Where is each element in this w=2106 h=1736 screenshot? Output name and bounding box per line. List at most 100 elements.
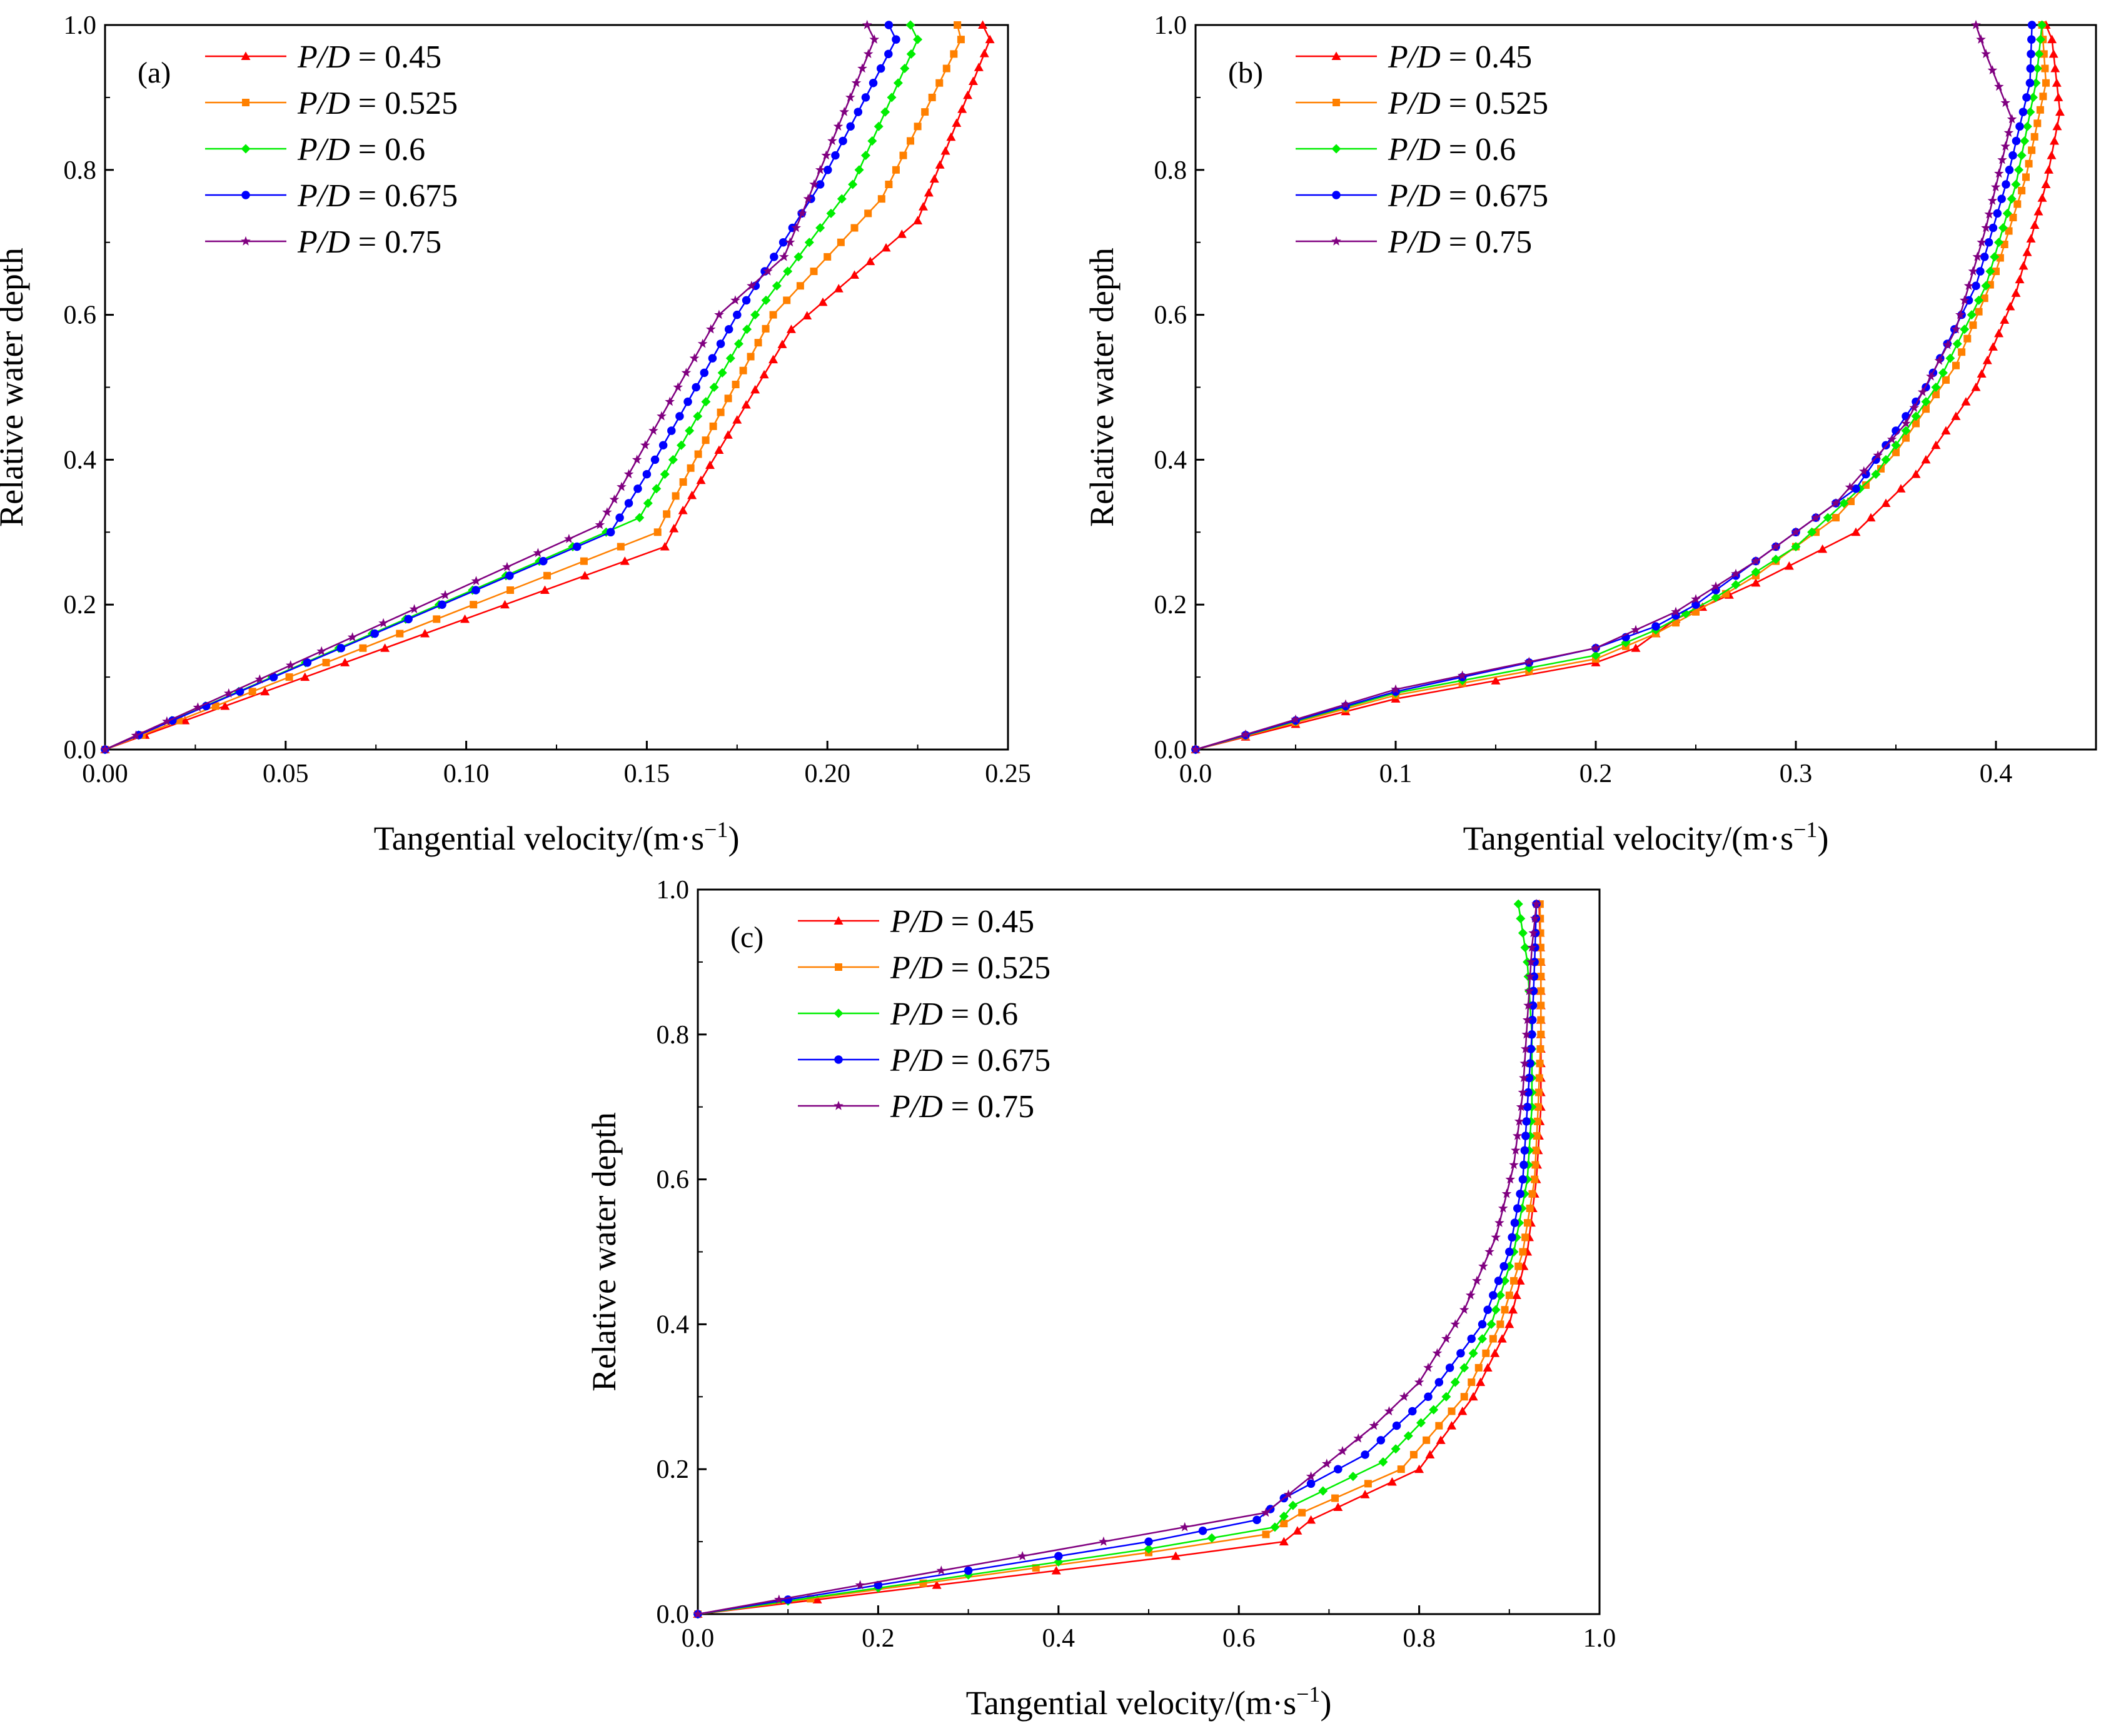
x-tick-label: 0.0: [682, 1624, 715, 1653]
data-point: [370, 629, 380, 638]
data-point: [1501, 1188, 1512, 1198]
data-point: [1997, 194, 2006, 203]
data-point: [1334, 1465, 1343, 1473]
data-point: [1391, 1444, 1401, 1454]
series-line: [1195, 24, 2013, 751]
data-point: [1532, 1146, 1540, 1155]
legend-marker: [241, 191, 250, 199]
data-point: [2020, 136, 2030, 146]
data-point: [839, 106, 849, 116]
data-point: [1524, 986, 1534, 995]
data-point: [694, 450, 702, 458]
data-point: [865, 256, 875, 266]
data-point: [2014, 165, 2024, 175]
data-point: [1423, 1362, 1433, 1372]
data-point: [1945, 353, 1955, 363]
data-point: [642, 469, 652, 479]
data-point: [1984, 209, 1994, 219]
data-point: [2032, 64, 2042, 74]
data-point: [1445, 1363, 1454, 1372]
data-point: [1513, 899, 1523, 909]
data-point: [660, 541, 670, 551]
data-point: [1963, 281, 1974, 290]
data-point: [709, 422, 717, 430]
data-point: [968, 76, 978, 86]
data-point: [1306, 1471, 1316, 1481]
data-point: [964, 1566, 973, 1575]
data-point: [633, 484, 642, 493]
data-point: [1504, 1319, 1514, 1328]
legend-label: P/D = 0.6: [890, 996, 1018, 1032]
data-point: [1484, 1247, 1494, 1257]
data-point: [1306, 1479, 1316, 1488]
data-point: [826, 208, 836, 218]
x-axis-title: Tangential velocity/(m·s−1): [1463, 817, 1829, 857]
data-point: [1528, 928, 1539, 938]
data-point: [2037, 20, 2047, 30]
legend-item: P/D = 0.6: [1296, 132, 1516, 168]
legend-label: P/D = 0.675: [297, 178, 458, 214]
data-point: [1017, 1551, 1027, 1560]
data-point: [1951, 411, 1961, 420]
x-tick-label: 0.20: [804, 760, 850, 788]
data-point: [1520, 943, 1530, 953]
data-point: [1051, 1565, 1061, 1575]
data-point: [1520, 1146, 1529, 1155]
legend-item: P/D = 0.6: [205, 132, 425, 168]
data-point: [1862, 481, 1870, 489]
data-point: [1921, 454, 1931, 464]
legend-marker: [1333, 99, 1340, 106]
data-point: [506, 586, 515, 595]
legend-marker: [241, 51, 251, 60]
data-point: [322, 658, 330, 666]
x-tick-label: 0.00: [82, 760, 128, 788]
data-point: [1942, 339, 1953, 349]
x-axis-title: Tangential velocity/(m·s−1): [966, 1682, 1332, 1722]
data-point: [1494, 1277, 1503, 1285]
data-point: [935, 160, 945, 169]
data-point: [1784, 561, 1794, 570]
data-point: [2028, 93, 2038, 103]
data-point: [928, 93, 936, 101]
data-point: [942, 64, 950, 73]
data-point: [924, 188, 934, 197]
data-point: [2036, 106, 2044, 114]
data-point: [1528, 1001, 1538, 1010]
data-point: [979, 48, 989, 58]
data-point: [809, 179, 819, 189]
data-point: [802, 311, 812, 320]
data-point: [2035, 34, 2045, 44]
data-point: [471, 576, 481, 586]
data-point: [1959, 295, 1970, 305]
data-point: [211, 702, 219, 710]
data-point: [1432, 1348, 1443, 1358]
data-point: [1292, 1526, 1302, 1535]
data-point: [1387, 1477, 1397, 1486]
series-0-75: [100, 19, 880, 754]
data-point: [1982, 355, 1992, 364]
data-point: [1399, 1392, 1409, 1401]
data-point: [533, 548, 543, 558]
data-point: [815, 180, 825, 189]
y-tick-label: 0.4: [657, 1310, 690, 1339]
data-point: [1482, 1349, 1490, 1357]
data-point: [2047, 151, 2057, 159]
data-point: [716, 339, 725, 348]
data-point: [705, 324, 716, 334]
data-point: [1731, 568, 1741, 578]
data-point: [193, 702, 203, 712]
data-point: [1993, 209, 2002, 218]
data-point: [1909, 403, 1920, 412]
data-point: [2049, 136, 2059, 145]
data-point: [1207, 1533, 1217, 1543]
data-point: [2037, 193, 2047, 202]
data-point: [2009, 213, 2017, 221]
data-point: [1691, 594, 1701, 604]
data-point: [1291, 714, 1301, 724]
data-point: [1791, 527, 1801, 536]
data-point: [606, 528, 615, 537]
data-point: [1441, 1392, 1451, 1402]
data-point: [2028, 146, 2036, 154]
x-tick-label: 0.2: [1580, 760, 1613, 788]
data-point: [714, 445, 724, 454]
